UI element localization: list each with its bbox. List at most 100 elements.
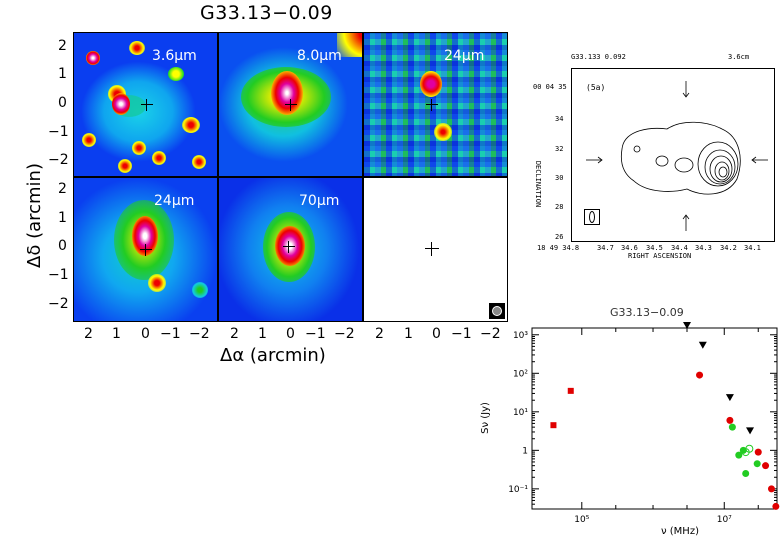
y-tick-label: 10¹ (513, 408, 528, 418)
x-tick: −2 (480, 326, 501, 342)
panel-label: 24μm (154, 193, 195, 209)
contour (704, 149, 736, 185)
x-tick: −1 (451, 326, 472, 342)
contour (674, 157, 694, 173)
y-tick-label: 10⁻¹ (508, 485, 528, 495)
crosshair-marker (290, 99, 291, 111)
sed-chart: 10³ 10² 10¹ 1 10⁻¹ 10⁵ 10⁷ ν (MHz) Sν (Jy) (480, 321, 780, 537)
source-blob (420, 71, 442, 97)
ra-tick: 34.4 (671, 244, 688, 252)
crosshair-marker (141, 104, 153, 105)
beam-box (584, 209, 600, 225)
ra-tick: 34.5 (646, 244, 663, 252)
x-tick: 0 (141, 326, 150, 342)
sed-data-point (550, 422, 557, 429)
sed-data-point (725, 394, 734, 402)
contour (714, 161, 730, 181)
crosshair-marker (285, 104, 297, 105)
beam-ellipse (589, 211, 595, 223)
radio-map-frame: (5a) (571, 68, 775, 242)
x-tick: −1 (305, 326, 326, 342)
ra-tick: 34.2 (720, 244, 737, 252)
ra-tick: 34.7 (597, 244, 614, 252)
y-tick: 0 (58, 95, 67, 111)
crosshair-marker (288, 241, 289, 253)
pointer-arrow-left (597, 156, 603, 164)
ra-start-label: 18 49 34.8 (537, 244, 580, 252)
contour (633, 145, 641, 153)
y-tick: −2 (48, 152, 69, 168)
x-tick-label: 10⁵ (574, 515, 589, 525)
contour-outer (620, 121, 741, 195)
sed-y-label: Sν (Jy) (480, 402, 491, 434)
beam-ellipse (492, 306, 502, 316)
source-blob (168, 67, 184, 81)
sed-data-point (683, 321, 692, 329)
panel-label: 70μm (299, 193, 340, 209)
source-blob (129, 41, 145, 55)
sed-plot-frame (531, 327, 778, 510)
crosshair-marker (431, 242, 432, 256)
pointer-arrow-bottom (682, 214, 690, 220)
contour (697, 141, 739, 187)
x-axis-label: Δα (arcmin) (220, 345, 326, 366)
panel-70um: 70μm (218, 177, 363, 322)
source-blob (82, 133, 96, 147)
dec-tick: 30 (555, 174, 564, 182)
dec-tick: 28 (555, 203, 564, 211)
y-tick: 2 (58, 181, 67, 197)
sed-data-point (741, 448, 750, 457)
dec-axis-label: DECLINATION (534, 160, 543, 208)
radio-map-title: G33.133 0.092 (571, 53, 626, 61)
source-blob (182, 117, 200, 133)
panel-24um-noisy: 24μm (363, 32, 508, 177)
source-blob (192, 155, 206, 169)
source-blob (434, 123, 452, 141)
crosshair-marker (426, 104, 438, 105)
source-blob (132, 141, 146, 155)
x-tick: −1 (160, 326, 181, 342)
y-tick: −1 (48, 124, 69, 140)
sed-x-label: ν (MHz) (661, 526, 699, 537)
source-blob (337, 33, 362, 57)
crosshair-marker (146, 99, 147, 111)
y-tick-label: 1 (522, 446, 528, 456)
sed-data-point (735, 451, 743, 459)
crosshair-marker (283, 246, 295, 247)
sed-data-point (742, 470, 750, 478)
sed-data-point (728, 423, 736, 431)
source-blob (152, 151, 166, 165)
y-tick: 1 (58, 66, 67, 82)
panel-label: 8.0μm (297, 48, 342, 64)
x-tick: 0 (286, 326, 295, 342)
y-tick-label: 10³ (513, 331, 528, 341)
x-tick: 1 (112, 326, 121, 342)
sed-data-point (753, 460, 761, 468)
x-tick-label: 10⁷ (717, 515, 732, 525)
source-blob (148, 274, 166, 292)
panel-label: 3.6μm (152, 48, 197, 64)
sed-data-point (767, 485, 775, 493)
sed-data-point (696, 371, 704, 379)
ra-tick: 34.1 (744, 244, 761, 252)
x-tick: 2 (84, 326, 93, 342)
ra-tick: 34.6 (621, 244, 638, 252)
radio-contour-map: G33.133 0.092 3.6cm 00 04 35 34 32 30 28… (533, 50, 778, 260)
sed-data-point (567, 387, 574, 394)
y-tick-label: 10² (513, 369, 528, 379)
y-tick: 1 (58, 210, 67, 226)
panel-8-0um: 8.0μm (218, 32, 363, 177)
ra-tick: 34.3 (695, 244, 712, 252)
x-tick: 0 (432, 326, 441, 342)
x-tick: 1 (258, 326, 267, 342)
x-tick: 2 (375, 326, 384, 342)
crosshair-marker (145, 244, 146, 256)
radio-map-band: 3.6cm (728, 53, 750, 61)
dec-tick: 34 (555, 115, 564, 123)
sed-chart-title: G33.13−0.09 (610, 306, 684, 319)
contours-svg (586, 81, 768, 231)
sed-data-point (762, 462, 770, 470)
pointer-arrow-right (751, 156, 757, 164)
sed-data-point (772, 502, 780, 510)
sed-data-point (746, 427, 755, 435)
